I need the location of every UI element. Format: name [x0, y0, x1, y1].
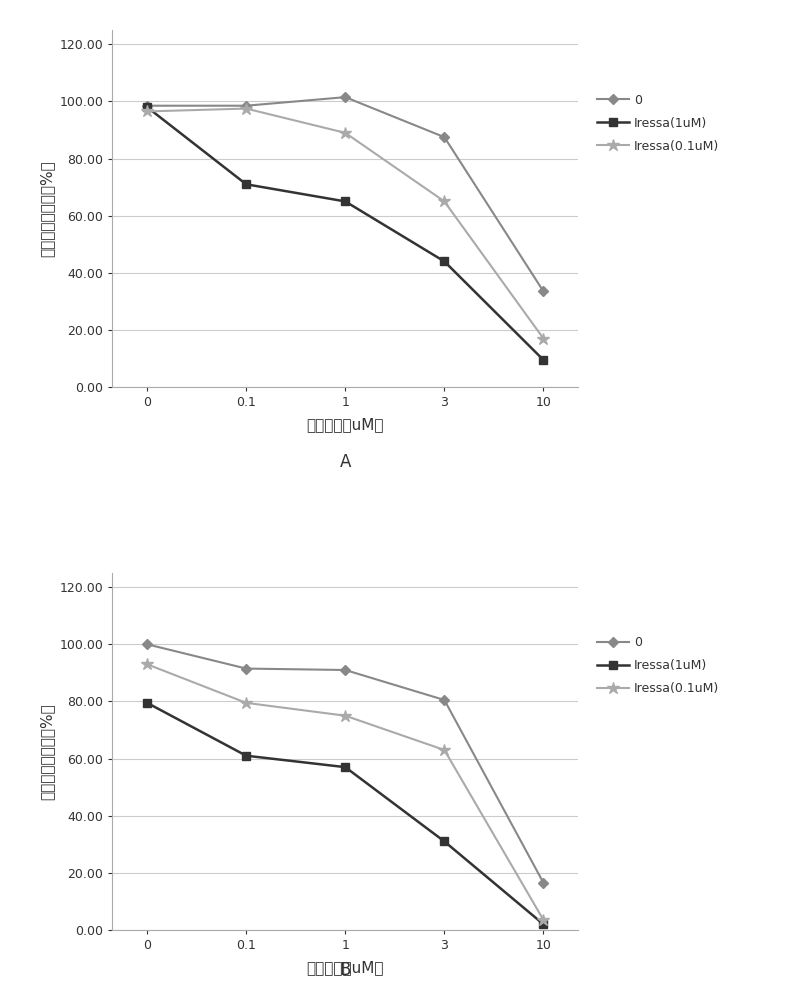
Y-axis label: 细胞增殖（存活率%）: 细胞增殖（存活率%） [39, 703, 54, 800]
Line: 0: 0 [144, 641, 546, 886]
Iressa(0.1uM) [538, 333, 548, 345]
Text: A: A [339, 453, 350, 471]
0 [241, 663, 251, 675]
Iressa(1uM) [340, 195, 350, 207]
Line: Iressa(0.1uM): Iressa(0.1uM) [140, 102, 549, 345]
Legend: 0, Iressa(1uM), Iressa(0.1uM): 0, Iressa(1uM), Iressa(0.1uM) [593, 90, 722, 156]
X-axis label: 药物浓度（uM）: 药物浓度（uM） [306, 960, 383, 975]
Line: Iressa(1uM): Iressa(1uM) [143, 699, 547, 928]
Iressa(1uM) [538, 918, 548, 930]
Iressa(0.1uM) [340, 710, 350, 722]
0 [142, 638, 152, 650]
X-axis label: 药物浓度（uM）: 药物浓度（uM） [306, 418, 383, 433]
0 [340, 91, 350, 103]
Iressa(1uM) [340, 761, 350, 773]
Iressa(1uM) [439, 835, 448, 847]
Iressa(1uM) [142, 697, 152, 709]
Text: B: B [339, 961, 350, 979]
Iressa(1uM) [538, 354, 548, 366]
Legend: 0, Iressa(1uM), Iressa(0.1uM): 0, Iressa(1uM), Iressa(0.1uM) [593, 633, 722, 699]
Iressa(0.1uM) [538, 914, 548, 926]
Iressa(1uM) [241, 178, 251, 190]
Y-axis label: 细胞增殖（存活率%）: 细胞增殖（存活率%） [39, 160, 54, 257]
Iressa(1uM) [241, 750, 251, 762]
Line: 0: 0 [144, 94, 546, 295]
0 [538, 877, 548, 889]
0 [439, 694, 448, 706]
0 [538, 285, 548, 297]
Iressa(0.1uM) [439, 744, 448, 756]
Iressa(0.1uM) [241, 697, 251, 709]
Iressa(0.1uM) [142, 658, 152, 670]
0 [439, 131, 448, 143]
Line: Iressa(1uM): Iressa(1uM) [143, 103, 547, 364]
Iressa(1uM) [142, 101, 152, 113]
Iressa(0.1uM) [142, 105, 152, 117]
Iressa(0.1uM) [340, 127, 350, 139]
Line: Iressa(0.1uM): Iressa(0.1uM) [140, 658, 549, 926]
Iressa(1uM) [439, 255, 448, 267]
0 [340, 664, 350, 676]
Iressa(0.1uM) [241, 103, 251, 115]
0 [142, 100, 152, 112]
Iressa(0.1uM) [439, 195, 448, 207]
0 [241, 100, 251, 112]
